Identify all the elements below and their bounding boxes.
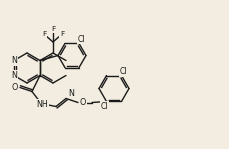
Text: Cl: Cl [77, 35, 84, 44]
Text: O: O [80, 98, 86, 107]
Text: O: O [12, 83, 18, 92]
Text: N: N [68, 89, 74, 97]
Text: Cl: Cl [100, 102, 108, 111]
Text: F: F [60, 31, 64, 37]
Text: F: F [42, 31, 46, 37]
Text: NH: NH [36, 100, 48, 109]
Text: F: F [51, 26, 55, 32]
Text: N: N [11, 56, 17, 65]
Text: N: N [11, 71, 17, 80]
Text: Cl: Cl [119, 67, 127, 76]
